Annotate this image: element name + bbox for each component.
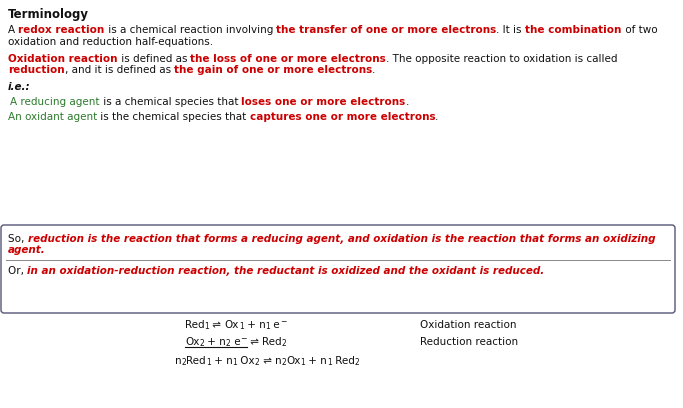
Text: reduction is the reaction that forms a reducing agent, and oxidation is the reac: reduction is the reaction that forms a r…	[27, 234, 655, 244]
Text: Ox: Ox	[185, 337, 199, 347]
Text: is a chemical reaction involving: is a chemical reaction involving	[104, 25, 276, 35]
Text: reduction: reduction	[8, 65, 65, 75]
Text: Ox: Ox	[225, 320, 239, 330]
Text: 1: 1	[301, 358, 305, 367]
Text: 2: 2	[281, 339, 286, 348]
Text: Red: Red	[262, 337, 281, 347]
Text: the combination: the combination	[525, 25, 622, 35]
Text: So,: So,	[8, 234, 27, 244]
Text: is a chemical species that: is a chemical species that	[100, 97, 241, 107]
Text: 2: 2	[226, 339, 231, 348]
Text: . It is: . It is	[497, 25, 525, 35]
Text: .: .	[406, 97, 409, 107]
Text: oxidation and reduction half-equations.: oxidation and reduction half-equations.	[8, 37, 213, 47]
Text: Red: Red	[186, 356, 206, 366]
Text: Red: Red	[185, 320, 205, 330]
Text: ⇌: ⇌	[260, 356, 275, 366]
Text: 2: 2	[182, 358, 186, 367]
Text: e: e	[270, 320, 280, 330]
Text: of two: of two	[622, 25, 657, 35]
Text: Ox: Ox	[237, 356, 255, 366]
Text: An oxidant agent: An oxidant agent	[8, 112, 97, 122]
Text: Red: Red	[332, 356, 354, 366]
Text: A reducing agent: A reducing agent	[10, 97, 100, 107]
Text: 1: 1	[239, 322, 244, 331]
Text: Or,: Or,	[8, 266, 27, 276]
Text: redox reaction: redox reaction	[18, 25, 104, 35]
Text: 2: 2	[199, 339, 204, 348]
Text: agent.: agent.	[8, 245, 46, 255]
Text: 2: 2	[354, 358, 359, 367]
Text: Oxidation reaction: Oxidation reaction	[420, 320, 516, 330]
Text: e: e	[231, 337, 240, 347]
Text: + n: + n	[211, 356, 232, 366]
Text: 1: 1	[327, 358, 332, 367]
Text: ⇌: ⇌	[247, 337, 262, 347]
Text: is the chemical species that: is the chemical species that	[97, 112, 250, 122]
Text: Oxidation reaction: Oxidation reaction	[8, 54, 117, 64]
Text: 2: 2	[255, 358, 260, 367]
Text: 1: 1	[266, 322, 270, 331]
Text: 1: 1	[232, 358, 237, 367]
Text: A: A	[8, 25, 18, 35]
Text: −: −	[280, 317, 286, 326]
Text: the transfer of one or more electrons: the transfer of one or more electrons	[276, 25, 497, 35]
Text: , and it is defined as: , and it is defined as	[65, 65, 174, 75]
Text: n: n	[175, 356, 182, 366]
Text: the gain of one or more electrons: the gain of one or more electrons	[174, 65, 372, 75]
Text: .: .	[435, 112, 438, 122]
Text: is defined as: is defined as	[117, 54, 191, 64]
Text: 1: 1	[205, 322, 210, 331]
Text: 1: 1	[206, 358, 211, 367]
Text: Ox: Ox	[286, 356, 301, 366]
Text: captures one or more electrons: captures one or more electrons	[250, 112, 435, 122]
Text: Terminology: Terminology	[8, 8, 89, 21]
Text: ⇌: ⇌	[210, 320, 225, 330]
Text: loses one or more electrons: loses one or more electrons	[241, 97, 406, 107]
Text: + n: + n	[244, 320, 266, 330]
Text: in an oxidation-reduction reaction, the reductant is oxidized and the oxidant is: in an oxidation-reduction reaction, the …	[27, 266, 544, 276]
Text: n: n	[275, 356, 281, 366]
Text: 2: 2	[281, 358, 286, 367]
Text: Reduction reaction: Reduction reaction	[420, 337, 518, 347]
Text: .: .	[372, 65, 376, 75]
Text: . The opposite reaction to oxidation is called: . The opposite reaction to oxidation is …	[386, 54, 617, 64]
Text: i.e.:: i.e.:	[8, 82, 31, 92]
Text: −: −	[240, 334, 247, 343]
Text: + n: + n	[204, 337, 226, 347]
Text: the loss of one or more electrons: the loss of one or more electrons	[191, 54, 386, 64]
Text: + n: + n	[305, 356, 327, 366]
